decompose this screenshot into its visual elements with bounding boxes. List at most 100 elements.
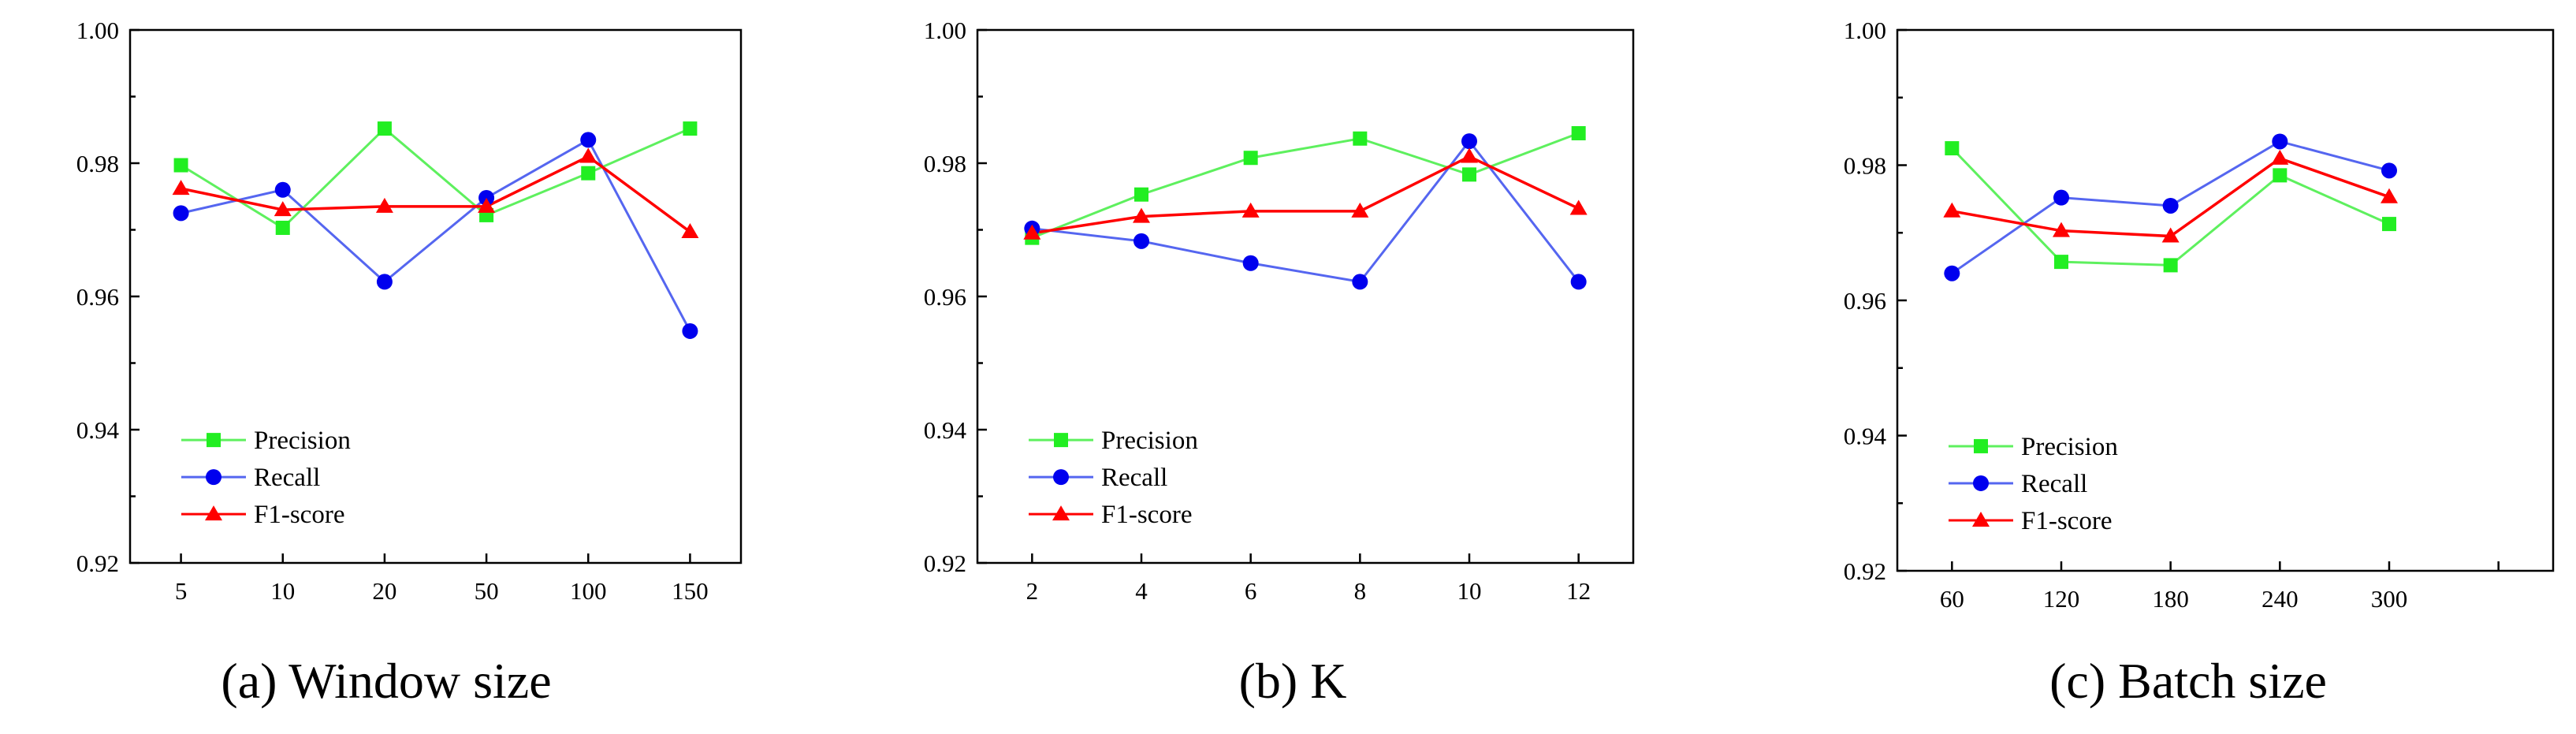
- data-point-f1: [1133, 207, 1150, 223]
- chart-caption: (c) Batch size: [2049, 653, 2327, 709]
- legend-marker-f1: [205, 505, 222, 521]
- data-point-precision: [1243, 151, 1258, 166]
- data-point-f1: [579, 147, 597, 163]
- data-point-precision: [2382, 217, 2396, 232]
- data-point-precision: [581, 166, 596, 181]
- y-tick-label: 0.94: [1844, 423, 1887, 450]
- data-point-precision: [1462, 167, 1476, 182]
- y-tick-label: 0.94: [924, 416, 967, 444]
- y-tick-label: 0.94: [76, 416, 120, 444]
- data-point-recall: [1944, 265, 1960, 281]
- series-line-precision: [1031, 132, 1580, 240]
- y-tick-label: 1.00: [1844, 17, 1886, 44]
- plot-frame: [128, 28, 743, 564]
- x-tick-label: 2: [1026, 577, 1039, 605]
- x-tick-label: 120: [2043, 585, 2080, 613]
- chart-panel-2: 0.92 0.94 0.96 0.98 1.00 2 4 6 8 10 12 Precision Rec…: [924, 17, 1635, 709]
- chart-panel-1: 0.92 0.94 0.96 0.98 1.00 5 10 20 50 100 150 Precisi…: [76, 17, 743, 709]
- data-point-precision: [1945, 141, 1960, 156]
- series-line-f1: [1032, 155, 1580, 235]
- data-point-recall: [2272, 133, 2288, 150]
- y-tick-label: 1.00: [76, 17, 119, 44]
- data-point-precision: [275, 220, 290, 235]
- chart-panel-3: 0.92 0.94 0.96 0.98 1.00 60 120 180 240 300 Precis…: [1844, 17, 2555, 709]
- x-tick-label: 60: [1940, 585, 1964, 613]
- data-point-f1: [274, 201, 292, 217]
- data-point-precision: [2054, 255, 2068, 270]
- data-point-f1: [2053, 222, 2070, 237]
- y-tick-label: 0.96: [1844, 287, 1886, 315]
- data-point-precision: [377, 121, 392, 136]
- data-point-f1: [478, 197, 496, 213]
- data-point-precision: [1571, 125, 1586, 140]
- legend-label-precision: Precision: [1101, 427, 1198, 455]
- legend: Precision Recall F1-score: [1029, 427, 1198, 529]
- legend-marker-f1: [1972, 511, 1990, 527]
- data-point-f1: [1241, 202, 1260, 218]
- data-point-recall: [173, 205, 189, 222]
- data-point-recall: [1461, 133, 1477, 150]
- legend-label-precision: Precision: [2021, 433, 2118, 461]
- data-point-recall: [274, 181, 291, 198]
- x-tick-label: 6: [1245, 577, 1257, 605]
- data-point-precision: [2273, 168, 2288, 183]
- x-tick-label: 8: [1354, 577, 1367, 605]
- data-point-f1: [2161, 227, 2180, 243]
- data-point-recall: [1570, 274, 1587, 290]
- data-point-recall: [682, 322, 698, 339]
- legend-label-f1: F1-score: [1101, 501, 1192, 529]
- data-point-recall: [1134, 233, 1149, 249]
- series-line-f1: [181, 155, 691, 233]
- series-line-precision: [180, 127, 691, 229]
- plot-frame: [1896, 28, 2555, 572]
- legend-marker-recall: [206, 469, 221, 486]
- legend-label-f1: F1-score: [254, 501, 344, 529]
- plot-frame: [976, 28, 1635, 564]
- data-point-f1: [1023, 224, 1041, 240]
- legend-marker-precision: [1054, 433, 1068, 448]
- legend-label-precision: Precision: [254, 427, 351, 455]
- x-tick-label: 12: [1566, 577, 1591, 605]
- y-tick-label: 1.00: [924, 17, 966, 44]
- data-point-precision: [683, 121, 698, 136]
- data-point-recall: [1242, 255, 1259, 271]
- y-tick-label: 0.98: [76, 150, 119, 177]
- x-tick-label: 300: [2371, 585, 2408, 613]
- data-point-recall: [2381, 162, 2397, 179]
- data-point-recall: [376, 274, 393, 290]
- data-point-f1: [1943, 202, 1961, 218]
- x-tick-label: 240: [2261, 585, 2299, 613]
- legend-marker-precision: [207, 433, 221, 448]
- legend: Precision Recall F1-score: [181, 427, 351, 529]
- x-tick-label: 100: [570, 577, 607, 605]
- legend-marker-recall: [1053, 469, 1069, 486]
- x-tick-label: 10: [270, 577, 295, 605]
- data-point-recall: [2162, 197, 2179, 214]
- data-point-recall: [2053, 189, 2069, 206]
- data-point-precision: [1134, 187, 1148, 202]
- legend-marker-f1: [1052, 505, 1070, 521]
- y-tick-label: 0.96: [924, 283, 966, 311]
- chart-caption: (b) K: [1239, 653, 1347, 709]
- data-point-precision: [1353, 131, 1368, 146]
- y-tick-label: 0.92: [1844, 557, 1886, 585]
- x-tick-label: 10: [1457, 577, 1482, 605]
- series-line-recall: [181, 138, 691, 332]
- y-tick-label: 0.92: [76, 550, 119, 577]
- data-point-precision: [2163, 258, 2178, 273]
- data-point-f1: [2381, 188, 2398, 203]
- data-point-f1: [681, 223, 699, 239]
- legend-label-f1: F1-score: [2021, 507, 2112, 535]
- x-tick-label: 5: [175, 577, 188, 605]
- x-tick-label: 180: [2152, 585, 2189, 613]
- series-line-f1: [1952, 156, 2390, 238]
- legend-label-recall: Recall: [254, 464, 320, 492]
- data-point-recall: [1352, 274, 1368, 290]
- y-tick-label: 0.92: [924, 550, 966, 577]
- chart-caption: (a) Window size: [221, 653, 551, 709]
- x-tick-label: 4: [1135, 577, 1148, 605]
- x-tick-label: 150: [672, 577, 709, 605]
- legend: Precision Recall F1-score: [1949, 433, 2118, 535]
- legend-label-recall: Recall: [2021, 470, 2087, 498]
